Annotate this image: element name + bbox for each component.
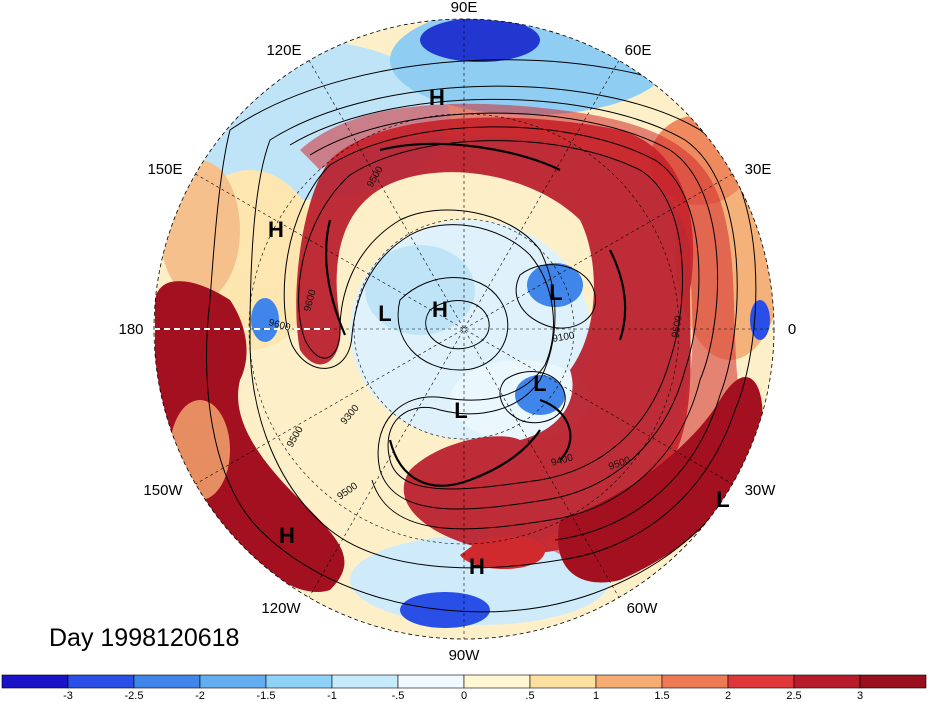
map-boundary [153, 18, 775, 640]
low-pressure-marker: L [454, 398, 467, 423]
low-pressure-marker: L [533, 371, 546, 396]
lon-label-150e: 150E [147, 161, 182, 178]
colorbar-swatch [463, 674, 531, 689]
lon-label-120w: 120W [261, 600, 301, 617]
graticule [154, 19, 774, 639]
high-pressure-marker: H [432, 297, 448, 322]
anomaly-shading-strong [155, 103, 763, 592]
colorbar-swatch [661, 674, 729, 689]
colorbar-swatch [199, 674, 267, 689]
colorbar-tick-label: -2.5 [125, 690, 144, 702]
high-pressure-marker: H [279, 523, 295, 548]
colorbar-swatch [265, 674, 333, 689]
lon-label-60e: 60E [625, 42, 652, 59]
jet-contours [324, 142, 627, 487]
colorbar-swatch [859, 674, 927, 689]
colorbar-swatch [133, 674, 201, 689]
colorbar-tick-label: 2.5 [786, 690, 801, 702]
lon-label-90e: 90E [451, 0, 478, 16]
low-pressure-marker: L [378, 301, 391, 326]
high-pressure-marker: H [429, 85, 445, 110]
colorbar-tick-label: 1 [593, 690, 599, 702]
colorbar-swatch [1, 674, 69, 689]
lon-label-30e: 30E [745, 161, 772, 178]
lon-label-30w: 30W [745, 482, 777, 499]
colorbar-swatch [529, 674, 597, 689]
colorbar-swatch [331, 674, 399, 689]
pressure-systems: H H H H H L L L L L [268, 85, 730, 579]
contour-label: 9100 [552, 330, 576, 345]
colorbar-tick-label: -1 [327, 690, 337, 702]
longitude-labels: 90E 60E 30E 0 30W 60W 90W 120W 150W 180 … [118, 0, 796, 664]
colorbar-swatch [67, 674, 135, 689]
high-pressure-marker: H [268, 217, 284, 242]
low-pressure-marker: L [549, 280, 562, 305]
colorbar-swatch [793, 674, 861, 689]
map-title: Day 1998120618 [49, 624, 239, 652]
colorbar-tick-label: 1.5 [654, 690, 669, 702]
colorbar-tick-label: -.5 [392, 690, 405, 702]
colorbar-tick-label: -3 [63, 690, 73, 702]
lon-label-180: 180 [118, 321, 143, 338]
lon-label-120e: 120E [266, 42, 301, 59]
colorbar-tick-label: 2 [725, 690, 731, 702]
low-pressure-marker: L [716, 487, 729, 512]
colorbar-swatch [397, 674, 465, 689]
lon-label-0: 0 [788, 321, 796, 338]
colorbar: -3 -2.5 -2 -1.5 -1 -.5 0 .5 1 1.5 2 2.5 3 [1, 674, 927, 702]
colorbar-tick-label: -1.5 [257, 690, 276, 702]
colorbar-tick-label: -2 [195, 690, 205, 702]
colorbar-swatch [595, 674, 663, 689]
colorbar-swatch [727, 674, 795, 689]
lon-label-150w: 150W [143, 482, 183, 499]
colorbar-tick-label: .5 [525, 690, 534, 702]
colorbar-tick-label: 0 [461, 690, 467, 702]
map-disk [154, 19, 774, 639]
lon-label-60w: 60W [627, 600, 659, 617]
high-pressure-marker: H [469, 554, 485, 579]
lon-label-90w: 90W [449, 647, 481, 664]
colorbar-tick-label: 3 [857, 690, 863, 702]
contour-label: 9600 [670, 314, 685, 338]
